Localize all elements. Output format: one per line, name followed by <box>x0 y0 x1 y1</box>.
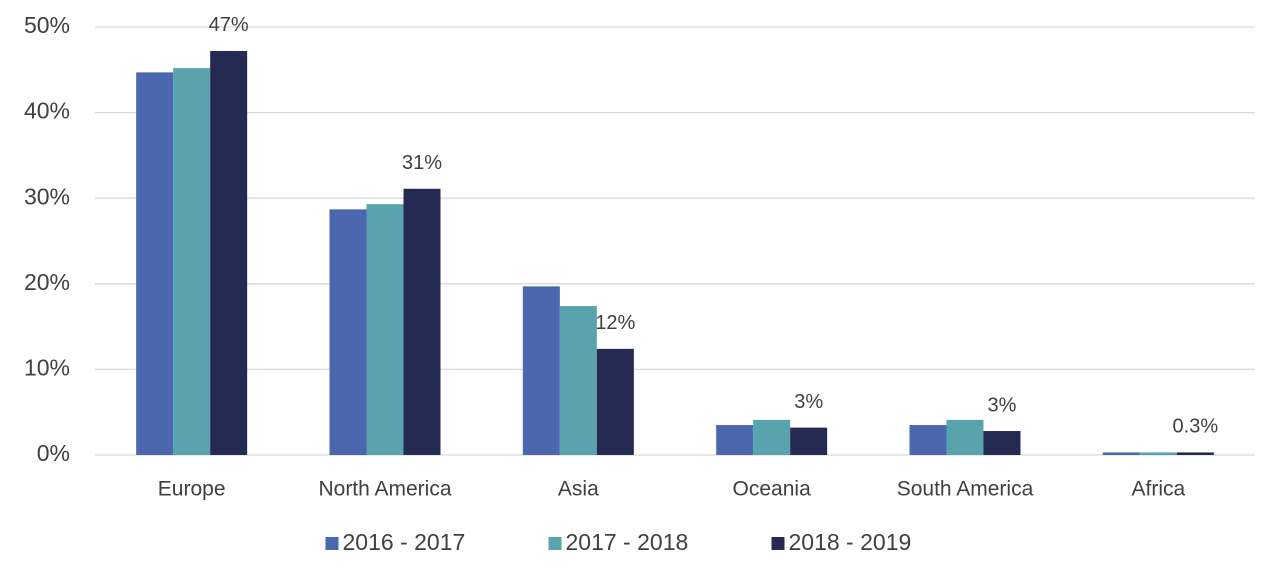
bar <box>173 68 211 455</box>
legend-label: 2017 - 2018 <box>566 529 689 555</box>
y-tick-label: 30% <box>24 183 70 209</box>
bar <box>1176 452 1214 455</box>
y-tick-label: 40% <box>24 98 70 124</box>
legend-label: 2016 - 2017 <box>343 529 466 555</box>
x-tick-label: Europe <box>158 478 226 501</box>
bar <box>716 425 754 455</box>
y-tick-label: 20% <box>24 269 70 295</box>
x-tick-label: Africa <box>1131 478 1185 501</box>
y-tick-label: 0% <box>37 440 70 466</box>
data-label: 31% <box>402 152 442 174</box>
x-tick-label: Oceania <box>733 478 812 501</box>
y-tick-label: 10% <box>24 354 70 380</box>
bar <box>753 419 791 455</box>
bar <box>210 50 248 456</box>
data-label: 47% <box>209 14 249 36</box>
x-tick-label: North America <box>318 478 451 501</box>
x-tick-label: Asia <box>558 478 599 501</box>
bar <box>909 425 947 455</box>
bar <box>790 427 828 455</box>
data-label: 3% <box>988 394 1017 416</box>
bar <box>983 431 1021 455</box>
bar <box>329 209 367 455</box>
bar <box>522 286 560 455</box>
legend-label: 2018 - 2019 <box>789 529 912 555</box>
data-label: 12% <box>595 312 635 334</box>
bar <box>1102 452 1140 455</box>
legend-swatch <box>548 537 562 550</box>
bar <box>403 188 441 455</box>
data-label: 3% <box>794 391 823 413</box>
y-tick-label: 50% <box>24 12 70 38</box>
bar <box>366 204 404 455</box>
legend-swatch <box>325 537 339 550</box>
x-tick-label: South America <box>897 478 1034 501</box>
legend-swatch <box>771 537 785 550</box>
bar <box>136 72 174 456</box>
bar <box>559 306 597 455</box>
bar <box>1139 452 1177 455</box>
bar <box>946 419 984 455</box>
data-label: 0.3% <box>1173 416 1219 438</box>
bar <box>596 348 634 455</box>
